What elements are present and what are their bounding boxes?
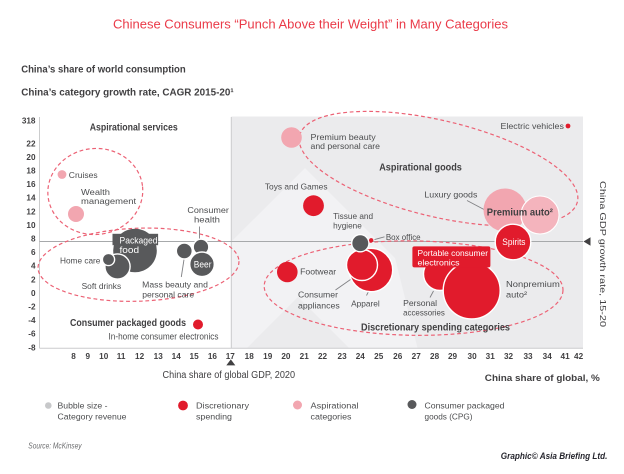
- svg-text:personal care: personal care: [142, 290, 194, 300]
- svg-text:8: 8: [31, 235, 36, 244]
- svg-text:Cruises: Cruises: [69, 170, 98, 180]
- svg-text:Consumer: Consumer: [298, 289, 338, 299]
- svg-text:8: 8: [71, 352, 76, 361]
- svg-text:10: 10: [26, 221, 36, 230]
- svg-text:Apparel: Apparel: [351, 299, 380, 309]
- svg-text:14: 14: [26, 194, 36, 203]
- svg-text:hygiene: hygiene: [333, 221, 362, 231]
- svg-text:22: 22: [26, 139, 36, 148]
- svg-text:Box office: Box office: [386, 232, 421, 242]
- svg-text:4: 4: [31, 262, 36, 271]
- svg-text:41: 41: [561, 352, 571, 361]
- svg-text:Footwear: Footwear: [300, 267, 336, 277]
- svg-text:Category revenue: Category revenue: [58, 412, 127, 422]
- svg-text:Aspirational services: Aspirational services: [90, 123, 178, 134]
- svg-text:16: 16: [26, 180, 36, 189]
- svg-text:In-home consumer electronics: In-home consumer electronics: [109, 331, 219, 342]
- svg-text:Source: McKinsey: Source: McKinsey: [28, 441, 82, 451]
- svg-text:30: 30: [468, 352, 478, 361]
- svg-text:Luxury goods: Luxury goods: [424, 189, 477, 199]
- svg-text:Graphic© Asia Briefing Ltd.: Graphic© Asia Briefing Ltd.: [501, 451, 608, 461]
- svg-text:11: 11: [117, 352, 126, 361]
- svg-text:16: 16: [208, 352, 218, 361]
- svg-text:6: 6: [31, 248, 36, 257]
- svg-text:24: 24: [356, 352, 366, 361]
- svg-text:electronics: electronics: [418, 257, 460, 267]
- svg-text:23: 23: [338, 352, 348, 361]
- svg-text:spending: spending: [196, 412, 232, 422]
- svg-text:Soft drinks: Soft drinks: [82, 281, 122, 291]
- svg-text:Wealth: Wealth: [81, 187, 110, 197]
- svg-text:20: 20: [26, 153, 36, 162]
- svg-text:Mass beauty and: Mass beauty and: [142, 280, 208, 290]
- svg-text:Spirits: Spirits: [502, 237, 526, 247]
- svg-text:33: 33: [523, 352, 533, 361]
- svg-text:15: 15: [190, 352, 200, 361]
- svg-text:21: 21: [300, 352, 310, 361]
- svg-text:Discretionary: Discretionary: [196, 401, 250, 411]
- svg-text:29: 29: [448, 352, 458, 361]
- svg-text:26: 26: [393, 352, 403, 361]
- svg-text:Aspirational: Aspirational: [311, 401, 359, 411]
- svg-text:food: food: [120, 245, 140, 255]
- svg-text:China share of global GDP, 202: China share of global GDP, 2020: [163, 370, 296, 381]
- svg-text:accessories: accessories: [403, 307, 445, 317]
- svg-text:31: 31: [486, 352, 496, 361]
- svg-text:27: 27: [412, 352, 422, 361]
- svg-text:0: 0: [31, 289, 36, 298]
- svg-text:Consumer packaged: Consumer packaged: [425, 401, 505, 411]
- svg-text:Aspirational goods: Aspirational goods: [379, 163, 462, 174]
- svg-text:318: 318: [22, 117, 36, 126]
- svg-text:Beer: Beer: [194, 259, 212, 269]
- svg-text:Consumer: Consumer: [187, 205, 229, 215]
- svg-text:Discretionary spending categor: Discretionary spending categories: [361, 322, 510, 333]
- svg-text:-2: -2: [28, 303, 36, 312]
- svg-text:25: 25: [374, 352, 384, 361]
- svg-text:Electric vehicles: Electric vehicles: [501, 121, 564, 131]
- svg-text:34: 34: [543, 352, 553, 361]
- svg-text:Bubble size -: Bubble size -: [58, 401, 108, 411]
- svg-text:18: 18: [26, 167, 36, 176]
- svg-text:and personal care: and personal care: [311, 141, 381, 151]
- svg-text:Home care: Home care: [60, 255, 101, 265]
- svg-text:Personal: Personal: [403, 298, 437, 308]
- svg-text:Packaged: Packaged: [120, 235, 158, 245]
- svg-text:22: 22: [318, 352, 328, 361]
- svg-text:14: 14: [172, 352, 182, 361]
- svg-text:Tissue and: Tissue and: [333, 211, 373, 221]
- svg-text:Toys and Games: Toys and Games: [265, 182, 328, 192]
- svg-text:health: health: [194, 214, 220, 224]
- svg-text:categories: categories: [311, 412, 352, 422]
- svg-text:28: 28: [430, 352, 440, 361]
- svg-text:goods (CPG): goods (CPG): [425, 412, 473, 422]
- svg-text:China’s share of world consump: China’s share of world consumption: [21, 65, 186, 76]
- svg-text:Premium beauty: Premium beauty: [311, 132, 377, 142]
- svg-text:42: 42: [574, 352, 584, 361]
- svg-text:-8: -8: [28, 343, 36, 352]
- svg-text:China’s category growth rate,: China’s category growth rate, CAGR 2015-…: [21, 88, 234, 99]
- svg-text:Nonpremium: Nonpremium: [506, 279, 560, 289]
- svg-text:-4: -4: [28, 316, 36, 325]
- svg-text:18: 18: [245, 352, 255, 361]
- svg-text:17: 17: [226, 352, 236, 361]
- svg-text:Premium auto²: Premium auto²: [487, 208, 554, 219]
- svg-text:20: 20: [281, 352, 291, 361]
- svg-text:appliances: appliances: [298, 300, 340, 310]
- svg-text:13: 13: [154, 352, 164, 361]
- svg-text:Portable consumer: Portable consumer: [418, 248, 489, 258]
- svg-text:China share of global, %: China share of global, %: [485, 373, 601, 383]
- svg-text:32: 32: [504, 352, 514, 361]
- svg-text:10: 10: [99, 352, 109, 361]
- svg-text:auto²: auto²: [506, 289, 527, 299]
- svg-text:Chinese Consumers “Punch Above: Chinese Consumers “Punch Above their Wei…: [113, 18, 508, 32]
- svg-text:management: management: [81, 196, 137, 206]
- svg-text:12: 12: [26, 207, 36, 216]
- svg-text:12: 12: [135, 352, 145, 361]
- svg-text:China GDP growth rate, 15-20: China GDP growth rate, 15-20: [598, 181, 608, 327]
- svg-text:-6: -6: [28, 330, 36, 339]
- svg-text:9: 9: [86, 352, 91, 361]
- svg-text:2: 2: [31, 275, 36, 284]
- svg-text:Consumer packaged goods: Consumer packaged goods: [70, 318, 186, 329]
- svg-text:19: 19: [263, 352, 273, 361]
